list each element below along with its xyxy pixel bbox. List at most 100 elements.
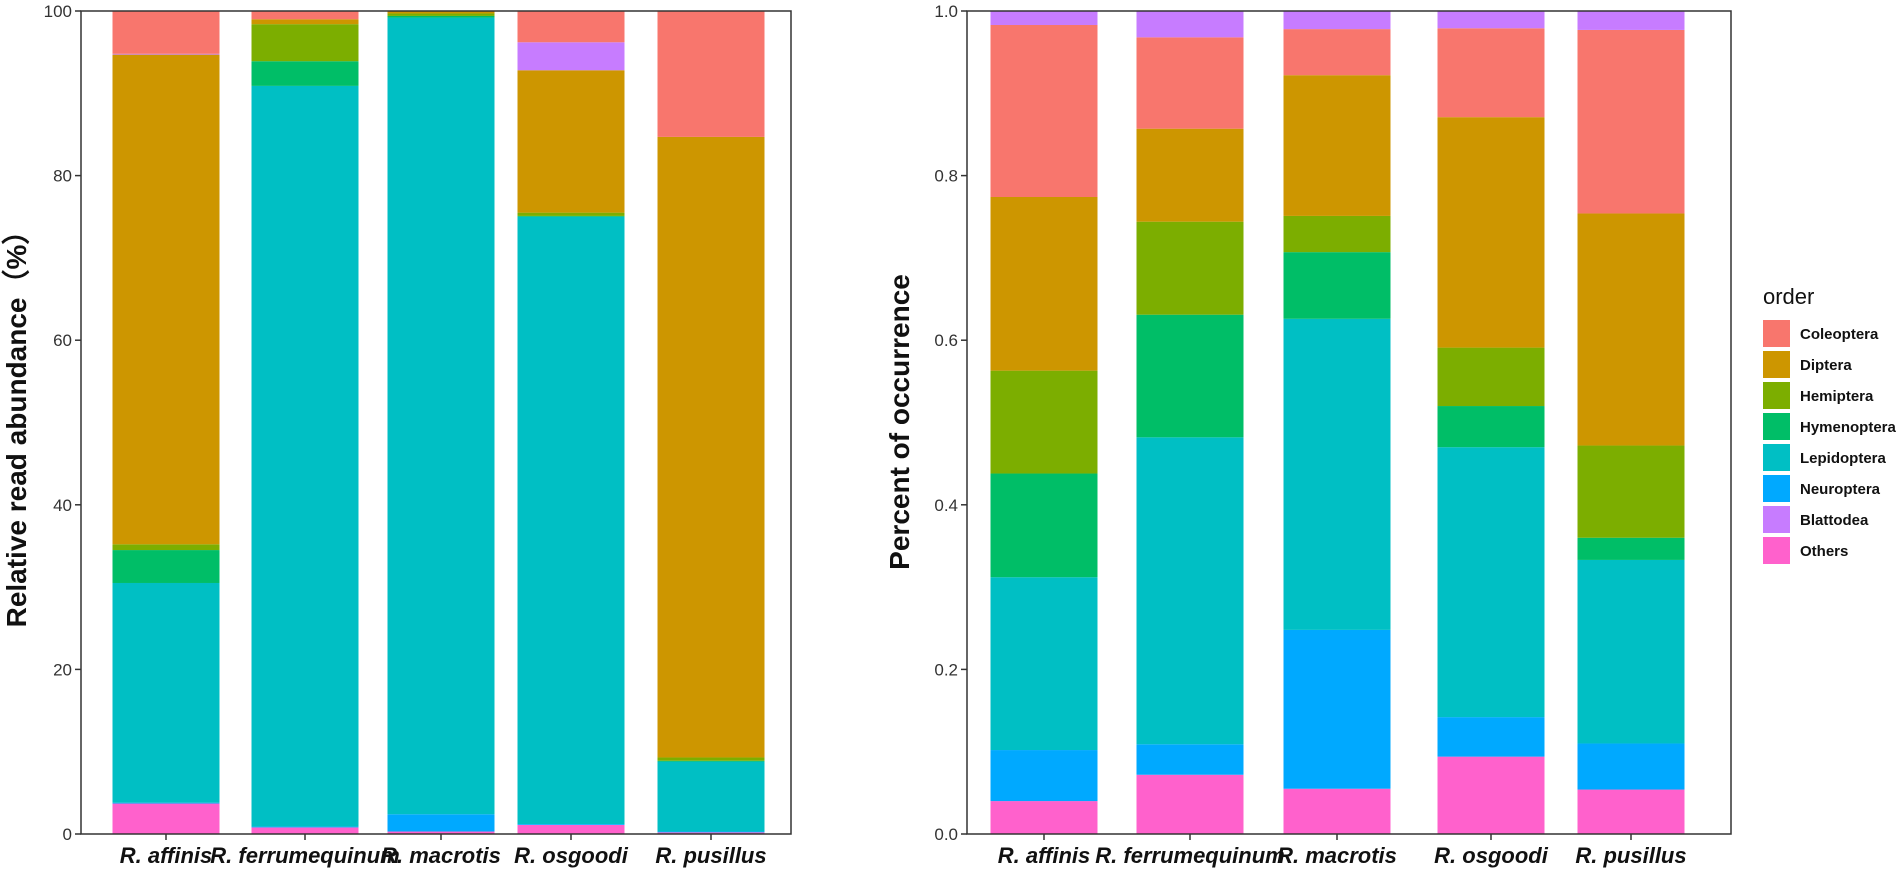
- occurrence-bar-r-pusillus-lepidoptera: [1577, 559, 1685, 744]
- legend: order Coleoptera Diptera Hemiptera Hymenopt…: [1763, 284, 1897, 564]
- abundance-bar-r-osgoodi-others: [517, 824, 625, 834]
- occurrence-bar-r-osgoodi-diptera: [1437, 117, 1545, 348]
- occurrence-bar-r-ferrumequinum-lepidoptera: [1136, 437, 1244, 745]
- occurrence-x-tick-label-r-pusillus: R. pusillus: [1575, 843, 1686, 868]
- occurrence-bar-r-ferrumequinum-diptera: [1136, 128, 1244, 222]
- legend-swatch-diptera: [1763, 351, 1790, 378]
- legend-label-lepidoptera: Lepidoptera: [1800, 450, 1886, 467]
- legend-items: Coleoptera Diptera Hemiptera Hymenoptera Lep…: [1763, 320, 1897, 564]
- abundance-bar-r-osgoodi-coleoptera: [517, 11, 625, 43]
- abundance-bar-r-osgoodi-neuroptera: [517, 824, 625, 825]
- abundance-bar-r-affinis-others: [112, 803, 220, 834]
- abundance-x-tick-label-r-affinis: R. affinis: [120, 843, 213, 868]
- abundance-y-tick-label: 60: [53, 331, 72, 350]
- abundance-bar-r-macrotis-lepidoptera: [387, 17, 495, 815]
- occurrence-x-tick-label-r-affinis: R. affinis: [998, 843, 1091, 868]
- abundance-bar-r-ferrumequinum-hemiptera: [251, 24, 359, 62]
- abundance-bar-r-ferrumequinum-coleoptera: [251, 11, 359, 20]
- abundance-bar-r-ferrumequinum-neuroptera: [251, 826, 359, 828]
- occurrence-bar-r-macrotis-others: [1283, 788, 1391, 834]
- legend-swatch-others: [1763, 537, 1790, 564]
- abundance-bar-r-pusillus-hemiptera: [657, 757, 765, 761]
- legend-swatch-hemiptera: [1763, 382, 1790, 409]
- abundance-bar-r-affinis-coleoptera: [112, 11, 220, 54]
- occurrence-bar-r-pusillus-blattodea: [1577, 11, 1685, 30]
- abundance-y-axis-title: Relative read abundance（%）: [0, 217, 32, 628]
- occurrence-bar-r-osgoodi-neuroptera: [1437, 717, 1545, 757]
- abundance-bar-r-macrotis-others: [387, 831, 495, 834]
- abundance-bar-r-affinis-diptera: [112, 54, 220, 545]
- abundance-bar-r-ferrumequinum-diptera: [251, 19, 359, 25]
- abundance-bar-r-affinis-lepidoptera: [112, 582, 220, 803]
- occurrence-bar-r-osgoodi-others: [1437, 756, 1545, 834]
- abundance-bar-r-osgoodi-diptera: [517, 70, 625, 213]
- occurrence-bar-r-ferrumequinum-hymenoptera: [1136, 314, 1244, 438]
- occurrence-bar-r-ferrumequinum-others: [1136, 774, 1244, 834]
- legend-label-neuroptera: Neuroptera: [1800, 481, 1881, 498]
- occurrence-bar-r-macrotis-diptera: [1283, 75, 1391, 216]
- occurrence-bar-r-macrotis-coleoptera: [1283, 29, 1391, 76]
- abundance-bar-r-macrotis-neuroptera: [387, 814, 495, 832]
- abundance-y-tick-label: 100: [44, 2, 72, 21]
- abundance-bar-r-osgoodi-hemiptera: [517, 212, 625, 216]
- legend-title: order: [1763, 284, 1814, 309]
- abundance-bar-r-pusillus-coleoptera: [657, 11, 765, 137]
- occurrence-bar-r-osgoodi-hemiptera: [1437, 347, 1545, 407]
- abundance-bar-r-affinis-neuroptera: [112, 802, 220, 804]
- abundance-bar-r-ferrumequinum-lepidoptera: [251, 85, 359, 827]
- occurrence-bar-r-affinis-neuroptera: [990, 750, 1098, 802]
- abundance-bar-r-ferrumequinum-hymenoptera: [251, 61, 359, 86]
- abundance-y-ticks: 0 20 40 60 80 100: [44, 2, 81, 844]
- occurrence-chart: 0.0 0.2 0.4 0.6 0.8 1.0 R. affinis R. ferrumeq…: [884, 2, 1732, 868]
- occurrence-bars: [990, 11, 1685, 834]
- occurrence-y-tick-label: 0.6: [934, 331, 958, 350]
- abundance-bar-r-pusillus-hymenoptera: [657, 760, 765, 762]
- occurrence-y-axis-title: Percent of occurrence: [884, 274, 915, 570]
- occurrence-bar-r-macrotis-blattodea: [1283, 11, 1391, 30]
- legend-label-hemiptera: Hemiptera: [1800, 388, 1874, 405]
- occurrence-x-tick-label-r-macrotis: R. macrotis: [1277, 843, 1397, 868]
- occurrence-bar-r-macrotis-lepidoptera: [1283, 318, 1391, 630]
- occurrence-bar-r-affinis-coleoptera: [990, 24, 1098, 197]
- abundance-bar-r-osgoodi-lepidoptera: [517, 216, 625, 825]
- occurrence-bar-r-ferrumequinum-blattodea: [1136, 11, 1244, 38]
- abundance-bar-r-pusillus-diptera: [657, 136, 765, 758]
- occurrence-y-tick-label: 0.8: [934, 167, 958, 186]
- abundance-bar-r-pusillus-others: [657, 832, 765, 834]
- occurrence-bar-r-ferrumequinum-neuroptera: [1136, 744, 1244, 775]
- legend-swatch-blattodea: [1763, 506, 1790, 533]
- occurrence-x-tick-label-r-ferrumequinum: R. ferrumequinum: [1095, 843, 1284, 868]
- occurrence-bar-r-macrotis-neuroptera: [1283, 629, 1391, 789]
- abundance-x-tick-label-r-ferrumequinum: R. ferrumequinum: [210, 843, 399, 868]
- occurrence-bar-r-pusillus-neuroptera: [1577, 743, 1685, 790]
- occurrence-bar-r-ferrumequinum-hemiptera: [1136, 221, 1244, 315]
- occurrence-y-tick-label: 0.4: [934, 496, 958, 515]
- abundance-bar-r-ferrumequinum-others: [251, 827, 359, 834]
- occurrence-bar-r-ferrumequinum-coleoptera: [1136, 37, 1244, 129]
- occurrence-bar-r-osgoodi-hymenoptera: [1437, 406, 1545, 448]
- occurrence-bar-r-pusillus-others: [1577, 789, 1685, 834]
- abundance-y-tick-label: 40: [53, 496, 72, 515]
- legend-swatch-hymenoptera: [1763, 413, 1790, 440]
- occurrence-bar-r-affinis-lepidoptera: [990, 577, 1098, 751]
- legend-swatch-lepidoptera: [1763, 444, 1790, 471]
- occurrence-y-ticks: 0.0 0.2 0.4 0.6 0.8 1.0: [934, 2, 967, 844]
- occurrence-bar-r-affinis-diptera: [990, 196, 1098, 371]
- occurrence-bar-r-osgoodi-lepidoptera: [1437, 447, 1545, 718]
- occurrence-y-tick-label: 1.0: [934, 2, 958, 21]
- abundance-bar-r-macrotis-hemiptera: [387, 13, 495, 16]
- legend-label-coleoptera: Coleoptera: [1800, 326, 1879, 343]
- occurrence-bar-r-osgoodi-coleoptera: [1437, 28, 1545, 118]
- legend-label-others: Others: [1800, 543, 1848, 560]
- abundance-bar-r-pusillus-neuroptera: [657, 831, 765, 833]
- legend-label-blattodea: Blattodea: [1800, 512, 1869, 529]
- abundance-bar-r-osgoodi-hymenoptera: [517, 215, 625, 217]
- abundance-bar-r-osgoodi-blattodea: [517, 42, 625, 71]
- occurrence-bar-r-affinis-hymenoptera: [990, 473, 1098, 578]
- abundance-bars: [112, 11, 765, 834]
- abundance-plot-border: [80, 10, 792, 835]
- abundance-x-tick-label-r-osgoodi: R. osgoodi: [514, 843, 629, 868]
